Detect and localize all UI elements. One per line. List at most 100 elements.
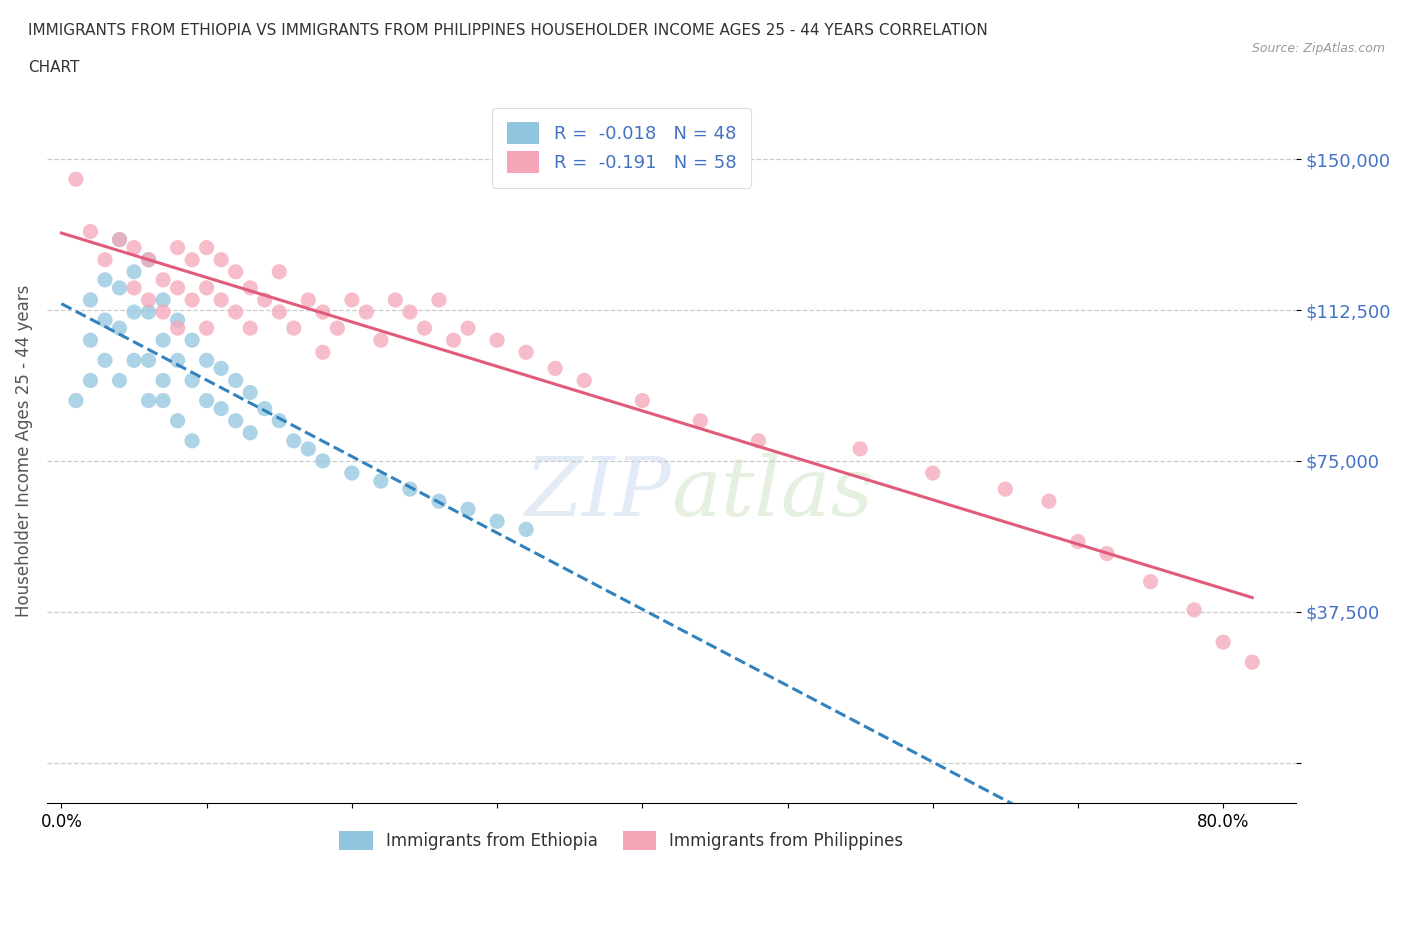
Point bbox=[239, 425, 262, 440]
Text: CHART: CHART bbox=[28, 60, 80, 75]
Point bbox=[209, 361, 232, 376]
Point bbox=[312, 345, 335, 360]
Point bbox=[994, 482, 1017, 497]
Point bbox=[152, 373, 174, 388]
Point bbox=[269, 264, 291, 279]
Point bbox=[195, 352, 218, 367]
Point bbox=[574, 373, 596, 388]
Legend: Immigrants from Ethiopia, Immigrants from Philippines: Immigrants from Ethiopia, Immigrants fro… bbox=[330, 822, 912, 858]
Point bbox=[138, 393, 160, 408]
Point bbox=[122, 240, 145, 255]
Point bbox=[427, 293, 450, 308]
Point bbox=[921, 466, 943, 481]
Point bbox=[122, 264, 145, 279]
Point bbox=[152, 293, 174, 308]
Point bbox=[253, 401, 276, 416]
Point bbox=[340, 293, 363, 308]
Point bbox=[138, 305, 160, 320]
Text: atlas: atlas bbox=[671, 453, 873, 533]
Point bbox=[283, 433, 305, 448]
Point bbox=[515, 522, 537, 537]
Point bbox=[138, 352, 160, 367]
Point bbox=[209, 252, 232, 267]
Point bbox=[370, 333, 392, 348]
Point bbox=[631, 393, 654, 408]
Point bbox=[1095, 546, 1118, 561]
Point bbox=[399, 482, 422, 497]
Point bbox=[1182, 603, 1205, 618]
Point bbox=[166, 312, 188, 327]
Point bbox=[225, 413, 247, 428]
Text: Source: ZipAtlas.com: Source: ZipAtlas.com bbox=[1251, 42, 1385, 55]
Point bbox=[108, 373, 131, 388]
Text: IMMIGRANTS FROM ETHIOPIA VS IMMIGRANTS FROM PHILIPPINES HOUSEHOLDER INCOME AGES : IMMIGRANTS FROM ETHIOPIA VS IMMIGRANTS F… bbox=[28, 23, 988, 38]
Point bbox=[515, 345, 537, 360]
Point bbox=[94, 352, 117, 367]
Text: ZIP: ZIP bbox=[524, 453, 671, 533]
Point bbox=[122, 281, 145, 296]
Point bbox=[312, 305, 335, 320]
Point bbox=[1038, 494, 1060, 509]
Point bbox=[138, 252, 160, 267]
Point bbox=[1139, 574, 1161, 589]
Point bbox=[195, 321, 218, 336]
Point bbox=[108, 232, 131, 247]
Point bbox=[370, 473, 392, 488]
Point bbox=[457, 502, 479, 517]
Point bbox=[209, 293, 232, 308]
Point bbox=[283, 321, 305, 336]
Point bbox=[384, 293, 406, 308]
Point bbox=[122, 305, 145, 320]
Point bbox=[138, 293, 160, 308]
Point bbox=[181, 373, 204, 388]
Point bbox=[225, 373, 247, 388]
Point bbox=[486, 514, 509, 529]
Point bbox=[152, 305, 174, 320]
Point bbox=[166, 281, 188, 296]
Point bbox=[239, 281, 262, 296]
Point bbox=[427, 494, 450, 509]
Point bbox=[138, 252, 160, 267]
Point bbox=[239, 321, 262, 336]
Point bbox=[443, 333, 465, 348]
Point bbox=[166, 352, 188, 367]
Point bbox=[152, 393, 174, 408]
Point bbox=[1067, 534, 1090, 549]
Point bbox=[326, 321, 349, 336]
Point bbox=[181, 293, 204, 308]
Point bbox=[340, 466, 363, 481]
Point bbox=[181, 333, 204, 348]
Point bbox=[79, 224, 101, 239]
Point bbox=[166, 321, 188, 336]
Point bbox=[225, 305, 247, 320]
Point bbox=[486, 333, 509, 348]
Point bbox=[108, 281, 131, 296]
Point bbox=[689, 413, 711, 428]
Point bbox=[152, 272, 174, 287]
Point bbox=[79, 333, 101, 348]
Point bbox=[79, 373, 101, 388]
Point bbox=[209, 401, 232, 416]
Point bbox=[413, 321, 436, 336]
Point bbox=[544, 361, 567, 376]
Point bbox=[297, 442, 319, 457]
Point bbox=[65, 172, 87, 187]
Y-axis label: Householder Income Ages 25 - 44 years: Householder Income Ages 25 - 44 years bbox=[15, 285, 32, 618]
Point bbox=[166, 413, 188, 428]
Point bbox=[225, 264, 247, 279]
Point bbox=[181, 252, 204, 267]
Point bbox=[1212, 634, 1234, 649]
Point bbox=[195, 393, 218, 408]
Point bbox=[195, 240, 218, 255]
Point bbox=[94, 272, 117, 287]
Point bbox=[1241, 655, 1264, 670]
Point bbox=[122, 352, 145, 367]
Point bbox=[152, 333, 174, 348]
Point bbox=[79, 293, 101, 308]
Point bbox=[195, 281, 218, 296]
Point bbox=[399, 305, 422, 320]
Point bbox=[94, 252, 117, 267]
Point bbox=[65, 393, 87, 408]
Point bbox=[747, 433, 769, 448]
Point bbox=[312, 454, 335, 469]
